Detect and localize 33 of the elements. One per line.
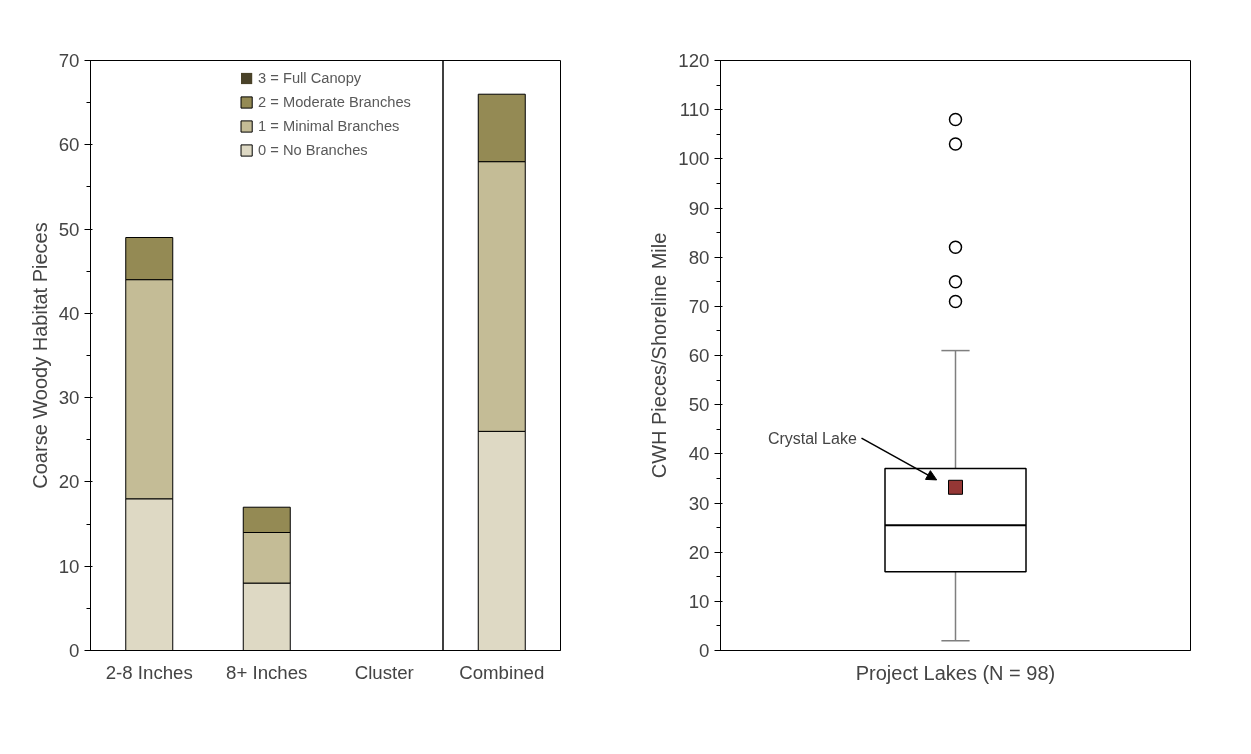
- y-tick-label: 0: [69, 640, 80, 661]
- x-tick-label: 2-8 Inches: [105, 661, 193, 683]
- y-tick-label: 30: [688, 492, 710, 514]
- y-tick-label: 120: [678, 50, 710, 71]
- y-tick-label: 10: [58, 555, 80, 577]
- y-tick-label: 40: [58, 302, 80, 324]
- y-tick-label: 40: [688, 443, 710, 465]
- x-tick-label: 8+ Inches: [226, 661, 308, 683]
- y-tick-label: 90: [688, 197, 710, 219]
- annotation: Crystal Lake: [767, 429, 857, 447]
- y-tick-label: 110: [679, 99, 710, 121]
- legend-label: 2 = Moderate Branches: [258, 94, 411, 110]
- x-tick-label: Cluster: [354, 661, 414, 683]
- y-tick-label: 50: [58, 218, 80, 240]
- y-tick-label: 70: [688, 295, 710, 317]
- y-tick-label: 60: [58, 134, 80, 156]
- x-axis-title: Project Lakes (N = 98): [855, 661, 1056, 684]
- y-tick-label: 0: [699, 640, 710, 661]
- legend-label: 1 = Minimal Branches: [258, 118, 400, 134]
- x-tick-label: Combined: [459, 661, 545, 683]
- y-axis-title: Coarse Woody Habitat Pieces: [28, 222, 51, 489]
- y-tick-label: 50: [688, 394, 710, 416]
- legend-label: 0 = No Branches: [258, 142, 368, 158]
- y-tick-label: 100: [678, 148, 710, 170]
- y-tick-label: 10: [688, 590, 710, 612]
- y-axis-title: CWH Pieces/Shoreline Mile: [648, 232, 671, 479]
- y-tick-label: 20: [58, 471, 80, 493]
- y-tick-label: 80: [688, 246, 710, 268]
- y-tick-label: 30: [58, 387, 80, 409]
- y-tick-label: 60: [688, 345, 710, 366]
- y-tick-label: 70: [58, 50, 80, 71]
- y-tick-label: 20: [688, 541, 710, 563]
- legend-label: 3 = Full Canopy: [258, 70, 362, 86]
